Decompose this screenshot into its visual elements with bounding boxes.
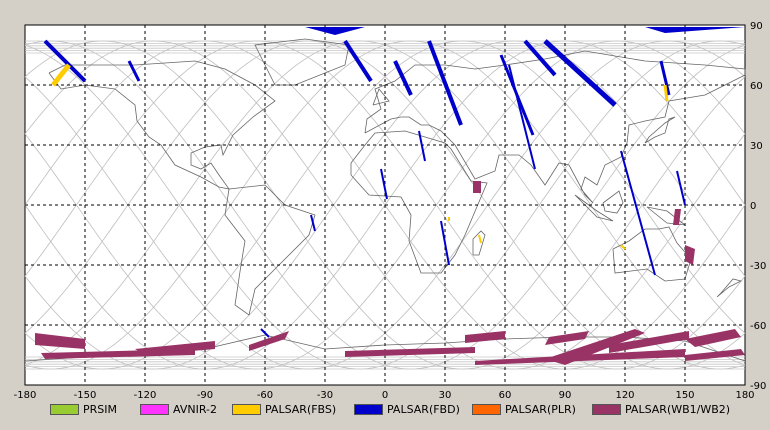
y-tick-label: -90 xyxy=(750,381,766,392)
y-tick-label: 0 xyxy=(750,201,756,212)
x-tick-label: 150 xyxy=(675,390,694,400)
swath xyxy=(685,329,741,347)
swath xyxy=(43,39,87,83)
legend-label: PALSAR(FBS) xyxy=(265,402,337,416)
swath xyxy=(545,329,645,365)
swath xyxy=(685,349,745,361)
x-tick-label: -60 xyxy=(257,390,273,400)
observation-swaths xyxy=(25,27,745,365)
legend-label: AVNIR-2 xyxy=(173,402,217,416)
x-tick-label: -150 xyxy=(74,390,97,400)
legend-label: PRSIM xyxy=(83,402,117,416)
legend-label: PALSAR(WB1/WB2) xyxy=(625,402,731,416)
y-tick-label: 90 xyxy=(750,21,763,32)
coastline xyxy=(48,60,276,190)
x-tick-label: 90 xyxy=(559,390,572,400)
legend-label: PALSAR(FBD) xyxy=(387,402,460,416)
latitude-tick-labels: 90 60 30 0 -30 -60 -90 xyxy=(750,21,766,392)
swath xyxy=(25,27,745,35)
swath xyxy=(35,333,85,349)
x-tick-label: 0 xyxy=(382,390,388,400)
coastline xyxy=(364,50,746,204)
swath xyxy=(465,331,505,343)
x-tick-label: -180 xyxy=(14,390,37,400)
swath xyxy=(620,150,656,276)
swath xyxy=(249,331,289,351)
swath xyxy=(508,64,536,170)
swath xyxy=(620,244,626,250)
coastline xyxy=(372,88,390,106)
x-tick-label: -30 xyxy=(317,390,333,400)
swath xyxy=(380,168,388,200)
legend-label: PALSAR(PLR) xyxy=(505,402,576,416)
swath xyxy=(260,328,270,338)
swath xyxy=(310,214,316,232)
x-tick-label: 30 xyxy=(439,390,452,400)
legend-item-avnir2: AVNIR-2 xyxy=(140,402,217,416)
x-tick-label: 60 xyxy=(499,390,512,400)
y-tick-label: -60 xyxy=(750,321,766,332)
legend-swatch xyxy=(472,403,501,415)
coastline xyxy=(224,184,316,316)
swath xyxy=(345,347,475,357)
coastline xyxy=(472,230,486,256)
legend-swatch xyxy=(232,403,261,415)
longitude-tick-labels: -180 -150 -120 -90 -60 -30 0 30 60 90 12… xyxy=(14,390,755,400)
swath xyxy=(676,170,686,206)
swath xyxy=(663,84,669,102)
swath xyxy=(418,130,426,162)
x-tick-label: -120 xyxy=(134,390,157,400)
swath xyxy=(135,341,215,355)
swath xyxy=(473,181,481,193)
legend-swatch xyxy=(50,403,79,415)
x-tick-label: 180 xyxy=(735,390,754,400)
legend-swatch xyxy=(592,403,621,415)
swath xyxy=(427,40,463,126)
swath xyxy=(609,331,689,353)
coastline xyxy=(350,130,488,274)
coastline xyxy=(602,190,624,214)
legend-swatch xyxy=(140,403,169,415)
swath xyxy=(51,63,71,87)
legend-item-palsar-wb: PALSAR(WB1/WB2) xyxy=(592,402,730,416)
swath xyxy=(659,60,671,96)
swath xyxy=(543,39,617,107)
legend-item-palsar-fbs: PALSAR(FBS) xyxy=(232,402,336,416)
swath xyxy=(685,245,695,265)
coastline xyxy=(574,194,614,222)
swath xyxy=(545,331,589,345)
legend-item-palsar-fbd: PALSAR(FBD) xyxy=(354,402,460,416)
coverage-map: -180 -150 -120 -90 -60 -30 0 30 60 90 12… xyxy=(14,21,767,400)
swath xyxy=(440,220,450,266)
legend-item-prsim: PRSIM xyxy=(50,402,117,416)
swath xyxy=(127,60,141,82)
swath xyxy=(673,209,681,225)
swath xyxy=(343,39,373,83)
legend-swatch xyxy=(354,403,383,415)
swath xyxy=(523,39,557,77)
legend-item-palsar-plr: PALSAR(PLR) xyxy=(472,402,576,416)
y-tick-label: 60 xyxy=(750,81,763,92)
swath xyxy=(393,60,413,96)
swath xyxy=(478,234,482,244)
x-tick-label: -90 xyxy=(197,390,213,400)
x-tick-label: 120 xyxy=(615,390,634,400)
y-tick-label: 30 xyxy=(750,141,763,152)
y-tick-label: -30 xyxy=(750,261,766,272)
coastline xyxy=(716,278,743,298)
legend: PRSIM AVNIR-2 PALSAR(FBS) PALSAR(FBD) PA… xyxy=(0,400,770,422)
coastline xyxy=(644,116,676,144)
